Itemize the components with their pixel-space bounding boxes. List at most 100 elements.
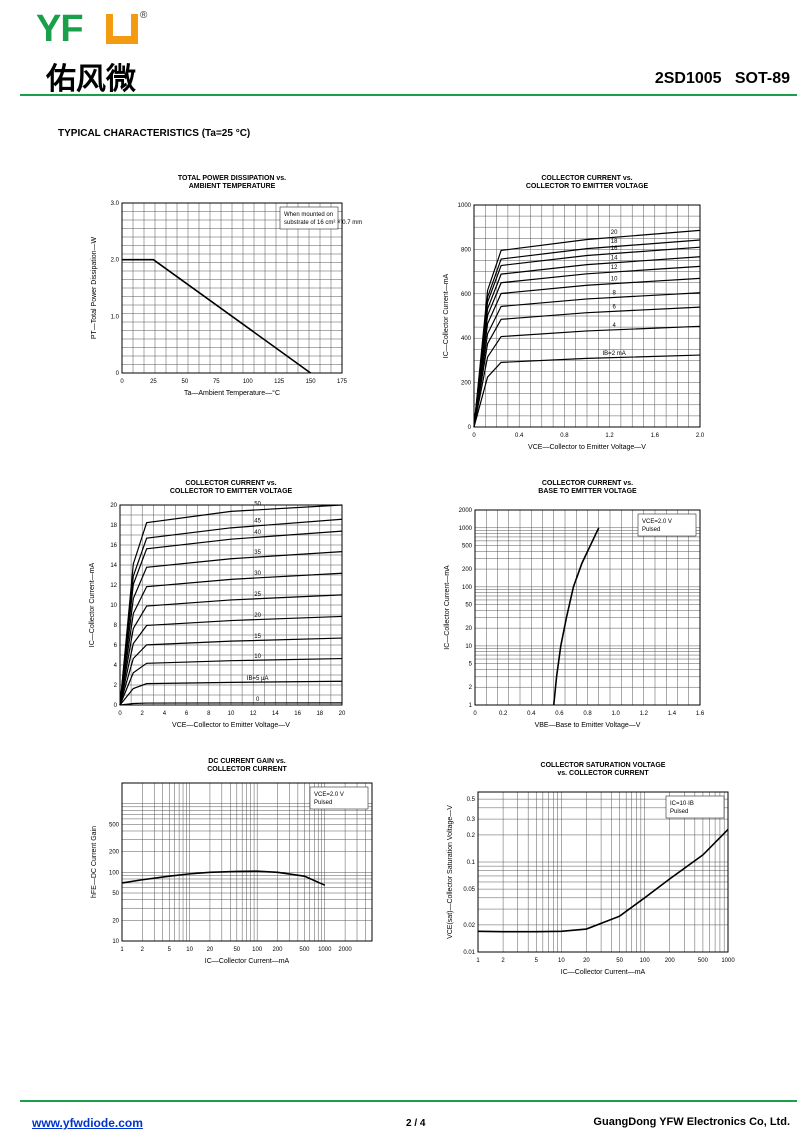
- x-tick-label: 20: [339, 711, 346, 717]
- y-tick-label: 18: [110, 523, 117, 529]
- y-tick-label: 20: [465, 626, 472, 632]
- x-tick-label: 75: [213, 379, 220, 385]
- chart-title-line: COLLECTOR SATURATION VOLTAGE: [540, 762, 666, 769]
- y-tick-label: 0.02: [463, 923, 475, 929]
- chart-title: COLLECTOR CURRENT vs. COLLECTOR TO EMITTE…: [120, 480, 342, 496]
- curve-label: 20: [254, 613, 261, 619]
- y-tick-label: 0.3: [467, 817, 476, 823]
- y-tick-label: 0: [114, 703, 118, 709]
- x-tick-label: 2: [501, 958, 505, 964]
- y-tick-label: 4: [114, 663, 118, 669]
- series-line: [552, 527, 600, 706]
- curve: [119, 657, 343, 706]
- chart-saturation-voltage: COLLECTOR SATURATION VOLTAGE vs. COLLECTO…: [430, 762, 750, 977]
- x-tick-label: 4: [163, 711, 167, 717]
- footer-website-link[interactable]: www.yfwdiode.com: [32, 1116, 143, 1130]
- y-axis-label: PT—Total Power Dissipation—W: [91, 236, 98, 339]
- logo-w-mark: [106, 14, 138, 44]
- y-tick-label: 14: [110, 563, 117, 569]
- footer-divider: [20, 1100, 797, 1102]
- curve-label: IB=2 mA: [603, 351, 626, 357]
- company-logo: YF ® 佑风微: [36, 8, 156, 97]
- y-tick-label: 400: [461, 336, 472, 342]
- curve-label: 25: [254, 592, 261, 598]
- curve-label: 30: [254, 571, 261, 577]
- section-title: TYPICAL CHARACTERISTICS (Ta=25 °C): [58, 128, 251, 139]
- x-tick-label: 50: [233, 947, 240, 953]
- chart-svg: 1 2 5 10 20 50 100 200 500 1000 0.01 0.02 0.05 0.1 0.2…: [447, 791, 735, 976]
- x-tick-label: 1.6: [651, 433, 660, 439]
- y-tick-label: 5: [469, 662, 473, 668]
- x-tick-label: 0.4: [527, 711, 536, 717]
- chart-title-line: vs. COLLECTOR CURRENT: [557, 770, 649, 777]
- plot-frame: [121, 782, 373, 942]
- y-tick-label: 0.2: [467, 833, 476, 839]
- x-tick-label: 0: [118, 711, 122, 717]
- y-tick-label: 100: [462, 585, 473, 591]
- x-tick-label: 150: [306, 379, 317, 385]
- y-axis-label: VCE(sat)—Collector Saturation Voltage—V: [447, 805, 454, 939]
- x-axis-label: VBE—Base to Emitter Voltage—V: [535, 722, 641, 729]
- curve-label: 14: [611, 255, 618, 261]
- x-tick-label: 1.6: [696, 711, 705, 717]
- chart-title-line: COLLECTOR CURRENT vs.: [541, 175, 633, 182]
- y-tick-label: 200: [461, 381, 472, 387]
- curve-label: 50: [254, 502, 261, 508]
- x-tick-label: 10: [186, 947, 193, 953]
- x-tick-label: 50: [182, 379, 189, 385]
- chart-ic-vce-ua: COLLECTOR CURRENT vs. COLLECTOR TO EMITTE…: [89, 480, 370, 730]
- chart-title-line: COLLECTOR TO EMITTER VOLTAGE: [169, 488, 293, 495]
- annotation-box: [279, 206, 339, 230]
- x-tick-label: 1.2: [605, 433, 614, 439]
- plot-frame: [477, 791, 729, 953]
- x-tick-label: 1000: [318, 947, 332, 953]
- y-tick-label: 200: [109, 850, 120, 856]
- series-line: [477, 828, 729, 933]
- y-tick-label: 3.0: [111, 201, 120, 207]
- x-tick-label: 8: [207, 711, 211, 717]
- x-tick-label: 0.4: [515, 433, 524, 439]
- y-tick-label: 2000: [459, 508, 473, 514]
- y-tick-label: 100: [109, 870, 120, 876]
- plot-frame: [474, 509, 701, 706]
- registered-mark: ®: [140, 10, 148, 21]
- grid: [121, 782, 373, 942]
- header-divider: [20, 94, 797, 96]
- x-axis-label: VCE—Collector to Emitter Voltage—V: [528, 444, 646, 451]
- series-line: [121, 870, 326, 886]
- chart-dc-current-gain: DC CURRENT GAIN vs. COLLECTOR CURRENT 1 2 5 1…: [80, 758, 390, 973]
- curve: [119, 551, 343, 706]
- x-tick-label: 0.2: [499, 711, 508, 717]
- footer-page-number: 2 / 4: [406, 1118, 426, 1129]
- y-tick-label: 20: [112, 918, 119, 924]
- curve-label: 0: [256, 697, 260, 703]
- curve-label: 18: [611, 239, 618, 245]
- x-tick-label: 100: [243, 379, 254, 385]
- x-tick-label: 0.8: [560, 433, 569, 439]
- x-tick-label: 6: [185, 711, 189, 717]
- curve-label: 8: [612, 290, 616, 296]
- curve: [473, 292, 701, 428]
- curve-label: IB=5 μA: [247, 676, 269, 682]
- x-tick-label: 50: [616, 958, 623, 964]
- grid: [477, 792, 728, 953]
- x-axis-label: VCE—Collector to Emitter Voltage—V: [172, 722, 290, 729]
- x-tick-label: 125: [274, 379, 285, 385]
- y-tick-label: 12: [110, 583, 117, 589]
- curve: [119, 637, 343, 706]
- annotation-box: [665, 795, 725, 819]
- x-tick-label: 0.8: [583, 711, 592, 717]
- annotation-text: IC=10·IB: [670, 801, 694, 807]
- annotation-text: Pulsed: [670, 809, 688, 815]
- y-tick-label: 50: [465, 603, 472, 609]
- x-tick-label: 175: [337, 379, 348, 385]
- x-tick-label: 0: [472, 433, 476, 439]
- x-tick-label: 2: [141, 947, 145, 953]
- x-tick-label: 16: [294, 711, 301, 717]
- logo-text: YF: [36, 8, 84, 50]
- y-tick-label: 1.0: [111, 314, 120, 320]
- annotation-text: Pulsed: [642, 527, 660, 533]
- x-tick-label: 10: [228, 711, 235, 717]
- series-line: [122, 258, 312, 374]
- y-tick-label: 500: [462, 544, 473, 550]
